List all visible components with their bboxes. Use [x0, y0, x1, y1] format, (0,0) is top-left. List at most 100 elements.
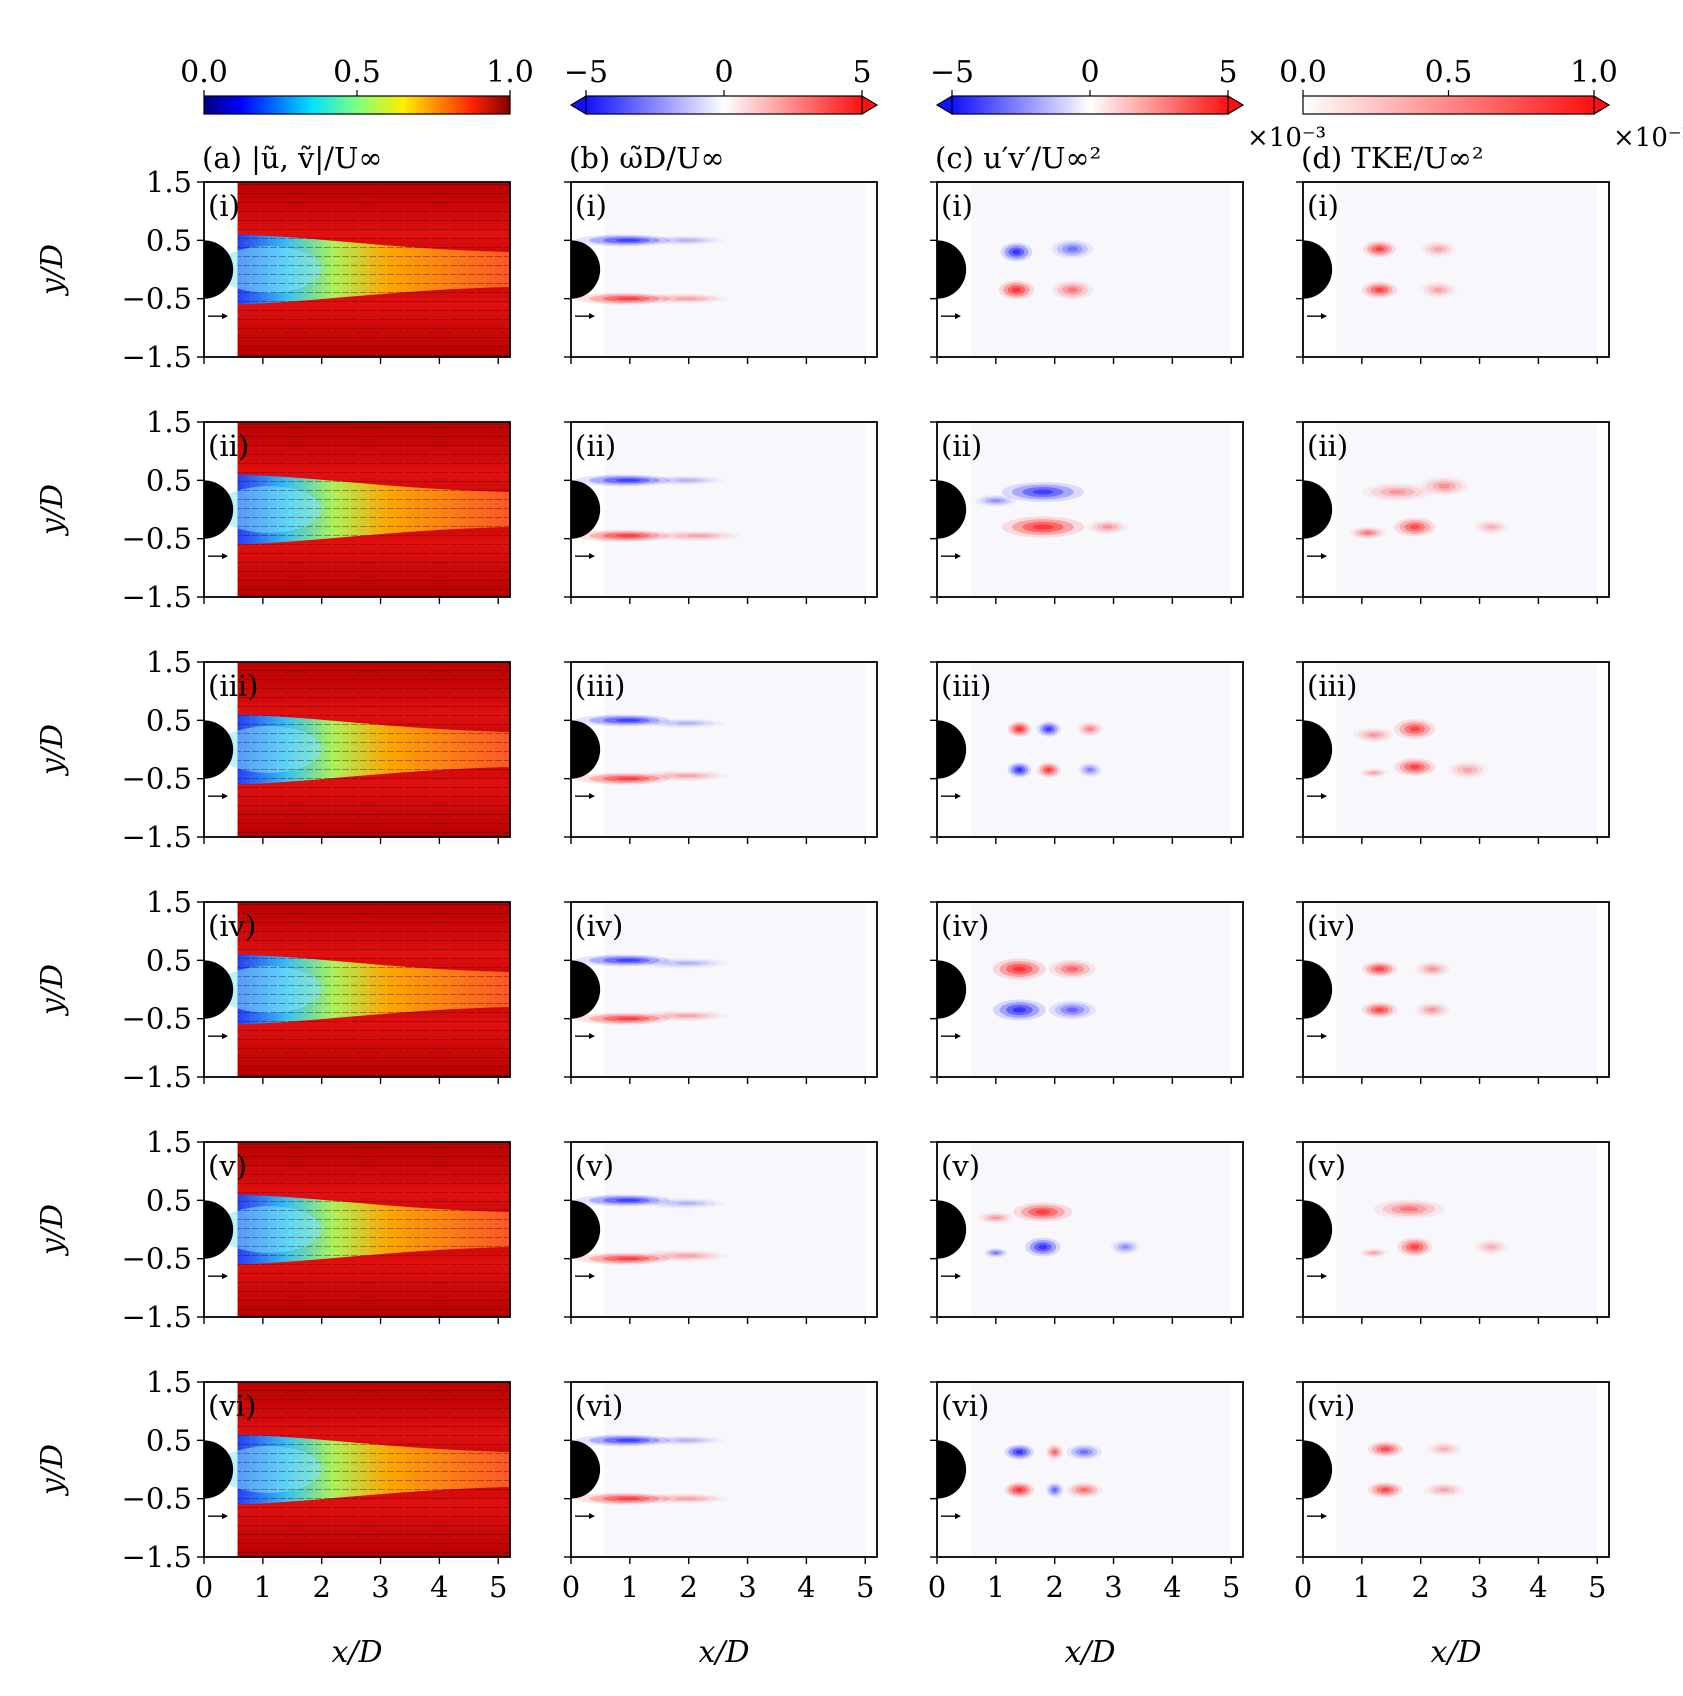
velocity-vectors	[237, 182, 510, 357]
positive-contour	[602, 532, 650, 539]
case-label: (i)	[208, 189, 240, 223]
positive-contour	[1086, 727, 1094, 731]
positive-contour	[1370, 1006, 1389, 1014]
positive-contour	[1037, 762, 1061, 778]
y-tick-label: −0.5	[122, 762, 192, 796]
measurement-domain	[1336, 1142, 1598, 1317]
positive-contour	[1433, 247, 1443, 252]
positive-contour	[602, 1495, 650, 1502]
positive-contour	[616, 297, 640, 301]
positive-contour	[1420, 476, 1468, 496]
negative-contour	[1121, 1245, 1129, 1249]
negative-contour	[1084, 766, 1096, 774]
positive-contour	[675, 1254, 699, 1258]
positive-contour	[1066, 1482, 1102, 1498]
positive-contour	[1028, 1207, 1058, 1217]
positive-contour	[1015, 1488, 1024, 1492]
y-axis-label: y/D	[35, 724, 70, 777]
measurement-domain	[604, 422, 866, 597]
colorbar-tick-label: 0	[714, 55, 733, 90]
positive-contour	[675, 297, 699, 300]
colorbar-extend-low	[569, 94, 587, 116]
positive-contour	[1376, 1445, 1395, 1453]
negative-contour	[653, 1436, 715, 1444]
positive-contour	[1379, 487, 1415, 497]
positive-contour	[1452, 763, 1484, 777]
reference-arrowhead	[589, 1513, 595, 1520]
positive-contour	[1062, 285, 1083, 295]
y-tick-label: −0.5	[122, 282, 192, 316]
positive-contour	[661, 773, 709, 779]
negative-contour	[665, 720, 707, 726]
reference-arrowhead	[1321, 553, 1327, 560]
positive-contour	[1077, 722, 1103, 737]
negative-contour	[1016, 768, 1023, 772]
positive-contour	[575, 292, 670, 305]
x-tick-label: 4	[430, 1570, 448, 1604]
positive-contour	[1419, 963, 1446, 975]
panel-a-4: (iv) 1.5 0.5 −0.5 −1.5 y/D	[35, 885, 511, 1094]
positive-contour	[1482, 523, 1501, 531]
panel-a-3: (iii) 1.5 0.5 −0.5 −1.5 y/D	[35, 645, 511, 854]
positive-contour	[1354, 528, 1381, 538]
colorbar-tick-label: 0.5	[333, 55, 381, 90]
positive-contour	[1426, 479, 1462, 494]
positive-contour	[1457, 765, 1479, 775]
positive-contour	[1079, 1488, 1089, 1492]
panel-title-4: (d) TKE/U∞²	[1301, 141, 1484, 175]
negative-contour	[989, 1250, 1002, 1256]
positive-contour	[589, 1014, 660, 1024]
positive-contour	[648, 294, 719, 303]
negative-contour	[653, 236, 715, 244]
positive-contour	[1420, 240, 1457, 258]
case-label: (iii)	[941, 669, 991, 703]
positive-contour	[1486, 1245, 1496, 1249]
positive-contour	[1478, 521, 1505, 533]
positive-contour	[1399, 721, 1431, 737]
measurement-domain	[970, 902, 1232, 1077]
positive-contour	[1399, 520, 1431, 534]
x-axis-label: x/D	[331, 1635, 382, 1670]
positive-contour	[589, 531, 660, 541]
positive-contour	[1439, 1488, 1450, 1492]
case-label: (ii)	[208, 429, 249, 463]
negative-contour	[987, 1249, 1005, 1257]
y-tick-label: 1.5	[146, 645, 192, 679]
positive-contour	[602, 1015, 650, 1022]
y-axis-label: y/D	[35, 484, 70, 537]
positive-contour	[1410, 1244, 1420, 1250]
panel-a-6: (vi) 1.5 0.5 −0.5 −1.50 1 2 3 4 5 y/D x/D	[35, 1365, 511, 1670]
negative-contour	[575, 714, 670, 727]
axes-frame	[203, 1141, 511, 1318]
y-tick-label: 0.5	[146, 1183, 192, 1217]
cylinder	[571, 1440, 601, 1499]
x-tick-label: 4	[1163, 1570, 1181, 1604]
y-tick-label: 0.5	[146, 223, 192, 257]
x-tick-label: 3	[1104, 1570, 1122, 1604]
positive-contour	[1045, 768, 1052, 772]
cylinder	[937, 240, 967, 299]
measurement-domain	[970, 1142, 1232, 1317]
colorbar-tick-label: 0.5	[1425, 55, 1473, 90]
reference-arrowhead	[222, 793, 228, 800]
positive-contour	[1373, 1199, 1445, 1219]
positive-contour	[1370, 285, 1389, 294]
colorbar-tick-label: 5	[852, 55, 871, 90]
positive-contour	[1353, 727, 1395, 742]
positive-contour	[1371, 245, 1388, 254]
negative-contour	[1110, 1240, 1141, 1254]
reference-arrowhead	[955, 1513, 961, 1520]
positive-contour	[1362, 769, 1385, 777]
positive-contour	[634, 770, 729, 781]
velocity-vectors	[237, 422, 510, 597]
cylinder	[204, 960, 234, 1019]
negative-contour	[665, 478, 707, 483]
positive-contour	[1020, 1205, 1065, 1219]
y-tick-label: −1.5	[122, 1540, 192, 1574]
x-axis-label: x/D	[698, 1635, 749, 1670]
negative-contour	[985, 497, 1007, 504]
negative-contour	[648, 959, 719, 968]
positive-contour	[589, 1494, 660, 1504]
positive-contour	[1380, 1447, 1390, 1451]
